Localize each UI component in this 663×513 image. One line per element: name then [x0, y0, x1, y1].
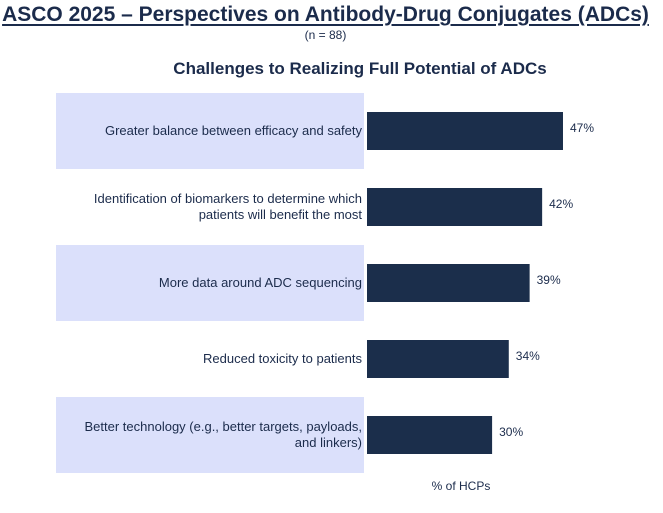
row-band — [56, 245, 364, 321]
category-label: Reduced toxicity to patients — [203, 351, 362, 366]
value-label: 42% — [549, 197, 573, 211]
bar — [367, 416, 493, 454]
bar — [367, 112, 563, 150]
value-label: 30% — [499, 425, 523, 439]
category-label: and linkers) — [295, 435, 362, 450]
category-label: Identification of biomarkers to determin… — [94, 191, 362, 206]
value-label: 39% — [537, 273, 561, 287]
category-label: Greater balance between efficacy and saf… — [105, 123, 363, 138]
x-axis-label: % of HCPs — [431, 479, 491, 493]
category-label: patients will benefit the most — [199, 207, 363, 222]
value-label: 34% — [516, 349, 540, 363]
page-title: ASCO 2025 – Perspectives on Antibody-Dru… — [2, 3, 649, 26]
sample-size-subtitle: (n = 88) — [304, 28, 347, 42]
row-band — [56, 397, 364, 473]
category-label: More data around ADC sequencing — [159, 275, 362, 290]
value-label: 47% — [570, 121, 594, 135]
row-band — [56, 93, 364, 169]
bar — [367, 188, 543, 226]
category-label: Better technology (e.g., better targets,… — [85, 419, 363, 434]
chart-title: Challenges to Realizing Full Potential o… — [173, 59, 547, 78]
bar — [367, 340, 509, 378]
bar — [367, 264, 530, 302]
